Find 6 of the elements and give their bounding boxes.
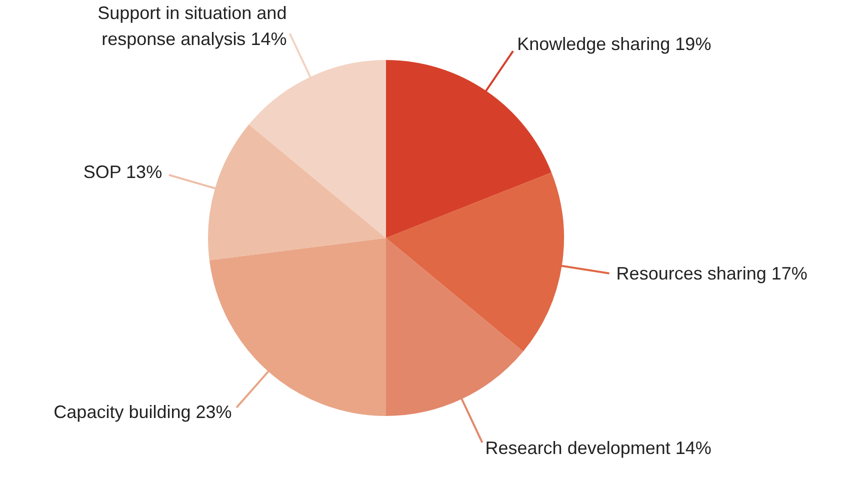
slice-label: Resources sharing 17% <box>616 263 808 284</box>
slice-label: SOP 13% <box>83 162 162 182</box>
slice-label: Support in situation and response analysis 14% <box>98 2 287 49</box>
slice-label: Knowledge sharing 19% <box>517 34 712 54</box>
slice-label: Capacity building 23% <box>54 402 232 422</box>
slice-label: Research development 14% <box>485 438 712 458</box>
